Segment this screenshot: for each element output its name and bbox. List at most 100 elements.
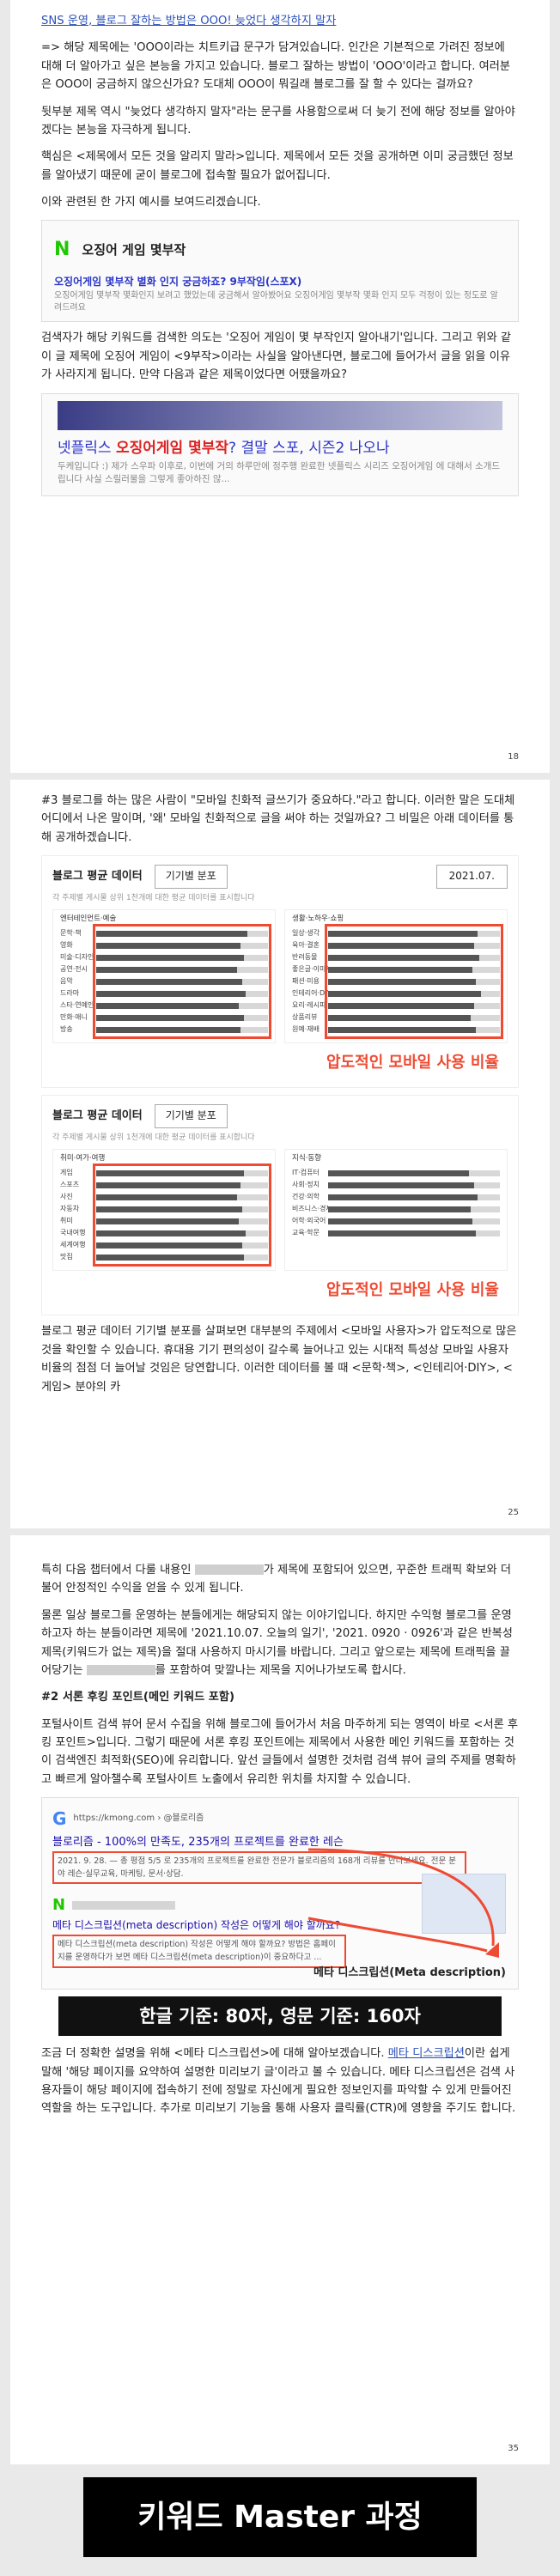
- paragraph: 핵심은 <제목에서 모든 것을 알리지 말라>입니다. 제목에서 모든 것을 공…: [41, 150, 514, 182]
- bar-fill: [328, 1218, 472, 1224]
- chart-bar-row: 반려동물: [292, 951, 500, 963]
- document-page-3: 특히 다음 챕터에서 다룰 내용인 가 제목에 포함되어 있으면, 꾸준한 트래…: [10, 1535, 550, 2464]
- bar-track: [96, 1230, 268, 1236]
- chart-bar-row: 스포츠: [60, 1179, 268, 1191]
- bar-label: 음악: [60, 976, 73, 985]
- chart-note: 각 주제별 게시물 상위 1천개에 대한 평균 데이터를 표시합니다: [52, 893, 255, 902]
- bar-fill: [96, 1194, 237, 1200]
- paragraph: 물론 일상 블로그를 운영하는 분들에게는 해당되지 않는 이야기입니다. 하지…: [41, 1608, 513, 1677]
- panel-heading: 생활·노하우·쇼핑: [292, 914, 344, 924]
- bar-label: 인테리어·DIY: [292, 988, 328, 997]
- bar-label: 상품리뷰: [292, 1012, 318, 1021]
- bar-fill: [328, 954, 479, 961]
- paragraph: 조금 더 정확한 설명을 위해 <메타 디스크립션>에 대해 알아보겠습니다. …: [41, 2047, 516, 2116]
- bar-fill: [328, 978, 476, 985]
- length-banner: 한글 기준: 80자, 영문 기준: 160자: [58, 1996, 502, 2037]
- section-heading: #2 서론 후킹 포인트(메인 키워드 포함): [41, 1691, 235, 1704]
- bar-label: 스타·연예인: [60, 1000, 94, 1009]
- bar-fill: [328, 1182, 474, 1188]
- naver-logo: N: [52, 1896, 66, 1915]
- bar-label: 드라마: [60, 988, 80, 997]
- search-result-desc: 두케입니다 :) 제가 스우파 이후로, 이번에 거의 하루만에 정주행 완료한…: [58, 461, 501, 485]
- bar-fill: [96, 1182, 240, 1188]
- bar-label: 방송: [60, 1024, 73, 1033]
- bar-track: [328, 966, 500, 973]
- glossary-link[interactable]: 메타 디스크립션: [387, 2047, 465, 2061]
- chart-bar-row: 인테리어·DIY: [292, 987, 500, 999]
- bar-label: 문학·책: [60, 928, 82, 937]
- chart-tab: 기기별 분포: [154, 865, 228, 889]
- bar-fill: [328, 1230, 476, 1236]
- redacted-text: [72, 1900, 176, 1910]
- bar-track: [96, 966, 268, 973]
- bar-fill: [328, 1014, 471, 1021]
- chart-bar-row: 원예·재배: [292, 1024, 500, 1036]
- chart-bar-row: 영화: [60, 939, 268, 951]
- chart-panel: 취미·여가·여행 게임 스포츠 사진 자동차 취미 국내여행 세계여행 맛집: [52, 1149, 276, 1272]
- bar-track: [328, 930, 500, 937]
- page-number: 18: [508, 751, 519, 762]
- search-result-desc: 오징어게임 몇부작 몇화인지 보려고 했었는데 궁금해서 알아봤어요 오징어게임…: [54, 291, 498, 313]
- redacted-text: [86, 1664, 155, 1675]
- bar-label: 원예·재배: [292, 1024, 320, 1033]
- bar-label: 취미: [60, 1216, 73, 1224]
- chart-date: 2021.07.: [435, 865, 508, 889]
- bar-label: 만화·애니: [60, 1012, 88, 1021]
- bar-label: 국내여행: [60, 1228, 86, 1236]
- bar-track: [328, 1230, 500, 1236]
- google-logo: G: [52, 1808, 67, 1830]
- bar-label: 육아·결혼: [292, 940, 320, 949]
- bar-track: [96, 954, 268, 961]
- paragraph: 포털사이트 검색 뷰어 문서 수집을 위해 블로그에 들어가서 처음 마주하게 …: [41, 1717, 519, 1786]
- bar-label: 건강·의학: [292, 1192, 320, 1200]
- bar-fill: [96, 990, 246, 997]
- chart-bar-row: 비즈니스·경제: [292, 1203, 500, 1215]
- bar-track: [328, 1014, 500, 1021]
- bar-track: [328, 954, 500, 961]
- bar-label: 스포츠: [60, 1180, 80, 1188]
- bar-label: 세계여행: [60, 1240, 86, 1249]
- chart-bar-row: 패션·미용: [292, 975, 500, 987]
- chart-bar-row: 음악: [60, 975, 268, 987]
- panel-heading: 취미·여가·여행: [60, 1154, 106, 1163]
- bar-track: [328, 1002, 500, 1009]
- bar-fill: [96, 1242, 242, 1249]
- bar-label: 공연·전시: [60, 964, 88, 973]
- bar-fill: [96, 978, 242, 985]
- chart-bar-row: 게임: [60, 1167, 268, 1179]
- bar-fill: [96, 1014, 244, 1021]
- annotation-label: 메타 디스크립션(Meta description): [313, 1966, 506, 1980]
- chart-callout: 압도적인 모바일 사용 비율: [326, 1281, 499, 1300]
- chart-bar-row: 어학·외국어: [292, 1215, 500, 1227]
- search-query: 오징어 게임 몇부작: [82, 242, 186, 258]
- bar-track: [96, 1206, 268, 1212]
- bar-track: [96, 942, 268, 949]
- bar-track: [96, 930, 268, 937]
- bar-track: [96, 1242, 268, 1249]
- chart-bar-row: 요리·레시피: [292, 999, 500, 1012]
- bar-label: 패션·미용: [292, 976, 320, 985]
- chart-bar-row: 방송: [60, 1024, 268, 1036]
- bar-track: [96, 1218, 268, 1224]
- chart-block-2: 블로그 평균 데이터 기기별 분포 각 주제별 게시물 상위 1천개에 대한 평…: [41, 1095, 519, 1316]
- bar-fill: [328, 1026, 476, 1033]
- bar-track: [96, 1254, 268, 1261]
- bar-fill: [328, 1002, 474, 1009]
- bar-fill: [96, 966, 237, 973]
- bar-label: 사회·정치: [292, 1180, 320, 1188]
- bar-track: [328, 990, 500, 997]
- paragraph: 특히 다음 챕터에서 다룰 내용인 가 제목에 포함되어 있으면, 꾸준한 트래…: [41, 1564, 512, 1595]
- bar-label: 게임: [60, 1168, 73, 1176]
- bar-label: 자동차: [60, 1204, 80, 1212]
- chart-bar-row: 공연·전시: [60, 963, 268, 975]
- chart-bar-row: 세계여행: [60, 1239, 268, 1251]
- chart-title: 블로그 평균 데이터: [52, 870, 143, 884]
- bar-track: [328, 942, 500, 949]
- course-banner: 키워드 Master 과정: [83, 2477, 477, 2557]
- arrow-annotation: [307, 1848, 499, 1959]
- chart-bar-row: 좋은글·이미지: [292, 963, 500, 975]
- bar-track: [328, 1182, 500, 1188]
- chart-bar-row: 맛집: [60, 1251, 268, 1263]
- chart-bar-row: 만화·애니: [60, 1012, 268, 1024]
- paragraph: 검색자가 해당 키워드를 검색한 의도는 '오징어 게임이 몇 부작인지 알아내…: [41, 331, 512, 382]
